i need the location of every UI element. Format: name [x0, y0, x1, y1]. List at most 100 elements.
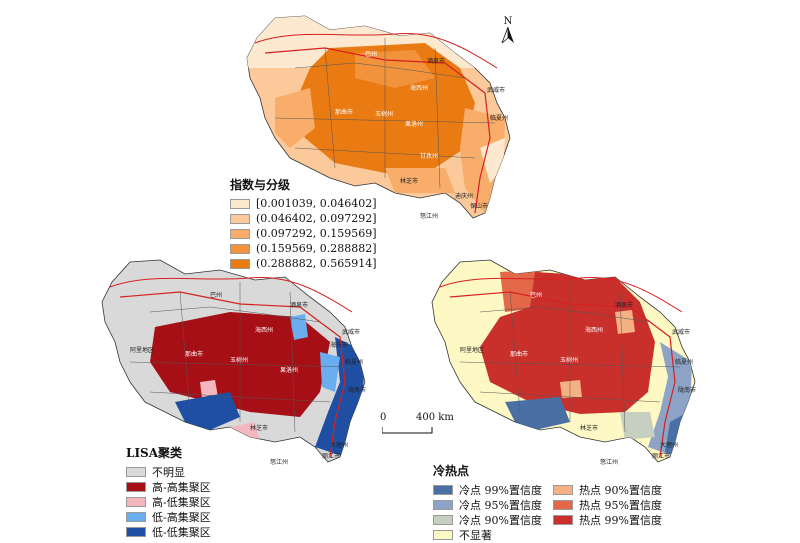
- legend-label: 冷点 95%置信度: [459, 498, 542, 512]
- label-haixi: 海西州: [255, 326, 273, 334]
- lisa-borders: [129, 282, 351, 433]
- legend-label: 低-高集聚区: [152, 510, 211, 524]
- index-legend: 指数与分级 [0.001039, 0.046402] (0.046402, 0.…: [230, 176, 377, 271]
- north-letter: N: [503, 16, 513, 27]
- lisa-legend-title: LISA聚类: [126, 446, 183, 460]
- north-arrow-icon: [501, 26, 514, 45]
- index-legend-items: [0.001039, 0.046402] (0.046402, 0.097292…: [230, 196, 377, 271]
- label-yushu: 玉树州: [560, 356, 578, 364]
- index-legend-item: (0.097292, 0.159569]: [230, 226, 377, 241]
- label-linzhi: 林芝市: [250, 424, 268, 432]
- label-jiuquan: 酒泉市: [615, 301, 633, 309]
- label-guoluo: 果洛州: [405, 120, 423, 128]
- hotspot-legend-item: 热点 95%置信度: [553, 497, 683, 512]
- legend-swatch: [126, 511, 146, 522]
- hotspot-borders: [459, 282, 681, 433]
- hotspot-legend-item: 冷点 95%置信度: [433, 497, 553, 512]
- scale-zero: 0: [380, 412, 387, 423]
- legend-swatch: [230, 213, 250, 224]
- legend-label: (0.159569, 0.288882]: [256, 242, 377, 255]
- hotspot-map-svg: 巴州 酒泉市 武威市 海西州 临夏州 那曲市 玉树州 阿里地区 陇南市 林芝市 …: [431, 259, 696, 466]
- label-naqu: 那曲市: [185, 350, 203, 358]
- label-baoshan: 保山市: [470, 202, 488, 210]
- lisa-legend: LISA聚类 不明显 高-高集聚区 高-低集聚区 低-高集聚区 低-低集聚区: [126, 444, 211, 539]
- legend-label: 低-低集聚区: [152, 525, 211, 539]
- lisa-plateau-boundary: [119, 291, 346, 458]
- hotspot-legend-title: 冷热点: [433, 464, 470, 478]
- lisa-legend-item: 高-高集聚区: [126, 479, 211, 494]
- hotspot-legend-item: 热点 99%置信度: [553, 512, 683, 527]
- legend-label: 冷点 99%置信度: [459, 483, 542, 497]
- legend-swatch: [230, 258, 250, 269]
- legend-swatch: [433, 484, 453, 495]
- label-nujiang: 怒江州: [600, 458, 618, 466]
- lisa-legend-item: 不明显: [126, 464, 211, 479]
- legend-swatch: [230, 228, 250, 239]
- lisa-legend-item: 高-低集聚区: [126, 494, 211, 509]
- legend-swatch: [126, 481, 146, 492]
- lisa-high-low: [200, 380, 218, 398]
- label-linxia: 临夏州: [345, 358, 363, 366]
- hotspot-red-line: [439, 276, 683, 313]
- index-legend-title: 指数与分级: [230, 178, 291, 192]
- label-bazhou: 巴州: [530, 292, 542, 299]
- legend-label: 高-高集聚区: [152, 480, 211, 494]
- legend-swatch: [553, 484, 573, 495]
- scale-bar-graphic: [382, 427, 433, 434]
- label-dali: 大理州: [330, 441, 348, 449]
- label-wuwei: 武威市: [672, 328, 690, 336]
- legend-label: 热点 90%置信度: [579, 483, 662, 497]
- label-ali: 阿里地区: [130, 346, 154, 354]
- label-wuwei: 武威市: [487, 86, 505, 94]
- hotspot-legend-grid: 冷点 99%置信度 热点 90%置信度 冷点 95%置信度 热点 95%置信度 …: [433, 482, 683, 542]
- coldspot-90: [620, 412, 655, 440]
- top-red-line: [254, 32, 498, 69]
- legend-label: 热点 95%置信度: [579, 498, 662, 512]
- legend-swatch: [230, 243, 250, 254]
- index-legend-item: (0.288882, 0.565914]: [230, 256, 377, 271]
- label-lijiang: 丽江市: [322, 452, 340, 460]
- legend-swatch: [126, 496, 146, 507]
- index-legend-item: (0.159569, 0.288882]: [230, 241, 377, 256]
- legend-label: [0.001039, 0.046402]: [256, 197, 377, 210]
- hotspot-legend: 冷热点 冷点 99%置信度 热点 90%置信度 冷点 95%置信度 热点 95%…: [433, 462, 683, 542]
- legend-swatch: [433, 514, 453, 525]
- legend-swatch: [230, 198, 250, 209]
- plateau-boundary-line: [264, 47, 491, 214]
- label-diqing: 迪庆州: [455, 192, 473, 200]
- hotspot-legend-item: 冷点 90%置信度: [433, 512, 553, 527]
- label-linxia: 临夏州: [490, 114, 508, 122]
- legend-swatch: [433, 499, 453, 510]
- label-yushu: 玉树州: [230, 356, 248, 364]
- legend-swatch: [433, 529, 453, 540]
- index-borders: [274, 38, 496, 189]
- lisa-map: 巴州 酒泉市 海西州 武威市 海东市 临夏州 那曲市 玉树州 果洛州 阿里地区 …: [90, 252, 390, 467]
- legend-swatch: [553, 499, 573, 510]
- label-wuwei: 武威市: [342, 328, 360, 336]
- hotspot-legend-item: 热点 90%置信度: [553, 482, 683, 497]
- legend-swatch: [126, 466, 146, 477]
- label-naqu: 那曲市: [335, 108, 353, 116]
- lisa-low-high: [290, 314, 308, 340]
- label-longnan: 陇南市: [348, 386, 366, 394]
- label-ganzi: 甘孜州: [420, 152, 438, 160]
- hotspot-legend-item: 冷点 99%置信度: [433, 482, 553, 497]
- coldspot-99-west: [505, 397, 570, 430]
- label-linzhi: 林芝市: [400, 177, 418, 185]
- label-dali: 大理州: [660, 441, 678, 449]
- label-linxia: 临夏州: [675, 358, 693, 366]
- scale-distance: 400 km: [416, 412, 454, 423]
- lisa-legend-item: 低-高集聚区: [126, 509, 211, 524]
- scale-bar: 0 400 km: [380, 412, 460, 442]
- label-haidong: 海东市: [330, 341, 348, 349]
- legend-swatch: [553, 514, 573, 525]
- legend-label: (0.046402, 0.097292]: [256, 212, 377, 225]
- lisa-legend-item: 低-低集聚区: [126, 524, 211, 539]
- hotspot-90-south: [560, 380, 582, 398]
- region-ngari: [275, 88, 315, 148]
- hotspot-plateau-boundary: [449, 291, 676, 458]
- label-lijiang: 丽江市: [652, 452, 670, 460]
- legend-swatch: [126, 526, 146, 537]
- hotspot-90: [615, 310, 635, 334]
- label-ali: 阿里地区: [460, 346, 484, 354]
